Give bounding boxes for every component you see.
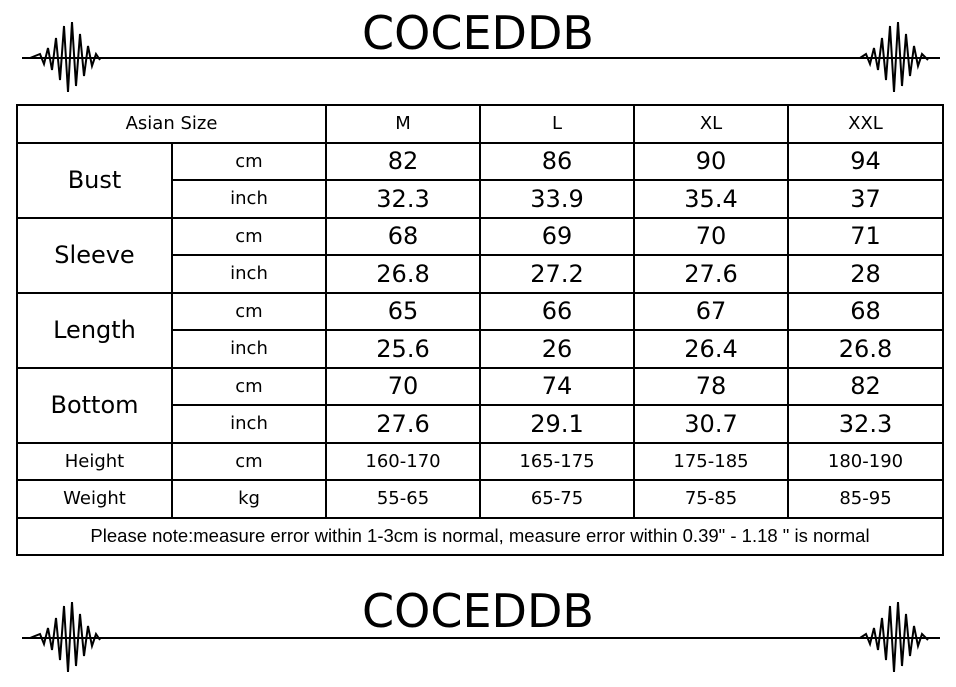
value: 30.7 xyxy=(633,404,789,444)
unit: cm xyxy=(171,141,327,181)
wave xyxy=(29,601,101,673)
value: 25.6 xyxy=(325,329,481,369)
table-row: Sleeve cm 68 69 70 71 xyxy=(16,216,944,294)
unit: inch xyxy=(171,179,327,219)
unit: inch xyxy=(171,329,327,369)
value: 86 xyxy=(479,141,635,181)
column-header: XXL xyxy=(787,104,944,144)
unit: cm xyxy=(171,216,327,256)
value: 90 xyxy=(633,141,789,181)
value: 26 xyxy=(479,329,635,369)
value: 27.6 xyxy=(325,404,481,444)
value: 74 xyxy=(479,366,635,406)
table-row: Height cm 160-170 165-175 175-185 180-190 xyxy=(16,441,944,481)
unit: cm xyxy=(171,441,327,481)
table-row: Please note:measure error within 1-3cm i… xyxy=(16,516,944,556)
table-row: Bottom cm 70 74 78 82 xyxy=(16,366,944,444)
wave xyxy=(29,21,101,93)
value: 70 xyxy=(633,216,789,256)
decoration xyxy=(22,21,940,93)
table-row: Weight kg 55-65 65-75 75-85 85-95 xyxy=(16,479,944,519)
measure-label: Bottom xyxy=(16,366,173,444)
value: 70 xyxy=(325,366,481,406)
value: 85-95 xyxy=(787,479,944,519)
value: 94 xyxy=(787,141,944,181)
value: 26.8 xyxy=(325,254,481,294)
value: 28 xyxy=(787,254,944,294)
table-row: Length cm 65 66 67 68 xyxy=(16,291,944,369)
value: 71 xyxy=(787,216,944,256)
column-header: M xyxy=(325,104,481,144)
value: 68 xyxy=(325,216,481,256)
wave xyxy=(859,21,929,93)
value: 66 xyxy=(479,291,635,331)
value: 65 xyxy=(325,291,481,331)
footer-title: COCEDDB xyxy=(362,584,594,638)
value: 67 xyxy=(633,291,789,331)
unit: inch xyxy=(171,254,327,294)
value: 27.2 xyxy=(479,254,635,294)
column-header: L xyxy=(479,104,635,144)
wave xyxy=(859,601,929,673)
value: 180-190 xyxy=(787,441,944,481)
unit: cm xyxy=(171,366,327,406)
note: Please note:measure error within 1-3cm i… xyxy=(16,516,944,556)
table-body: Asian Size M L XL XXL Bust cm 82 86 90 94 inch 32.3 3… xyxy=(16,104,944,556)
measure-label: Length xyxy=(16,291,173,369)
value: 32.3 xyxy=(787,404,944,444)
value: 55-65 xyxy=(325,479,481,519)
size-table: Asian Size M L XL XXL Bust cm 82 86 90 94 inch 32.3 3… xyxy=(16,104,944,556)
value: 160-170 xyxy=(325,441,481,481)
table-row: inch 27.6 29.1 30.7 32.3 xyxy=(17,404,944,444)
value: 26.4 xyxy=(633,329,789,369)
column-header: Asian Size xyxy=(16,104,327,144)
value: 78 xyxy=(633,366,789,406)
column-header: XL xyxy=(633,104,789,144)
header-title: COCEDDB xyxy=(362,6,594,60)
value: 37 xyxy=(787,179,944,219)
value: 27.6 xyxy=(633,254,789,294)
value: 68 xyxy=(787,291,944,331)
value: 82 xyxy=(787,366,944,406)
value: 75-85 xyxy=(633,479,789,519)
table-row: Asian Size M L XL XXL xyxy=(16,104,944,144)
value: 33.9 xyxy=(479,179,635,219)
table-row: inch 32.3 33.9 35.4 37 xyxy=(17,179,944,219)
value: 165-175 xyxy=(479,441,635,481)
measure-label: Sleeve xyxy=(16,216,173,294)
value: 29.1 xyxy=(479,404,635,444)
measure-label: Bust xyxy=(16,141,173,219)
value: 26.8 xyxy=(787,329,944,369)
unit: cm xyxy=(171,291,327,331)
decoration xyxy=(22,601,940,673)
measure-label: Height xyxy=(16,441,173,481)
value: 65-75 xyxy=(479,479,635,519)
table-row: inch 25.6 26 26.4 26.8 xyxy=(17,329,944,369)
value: 69 xyxy=(479,216,635,256)
table-row: Bust cm 82 86 90 94 xyxy=(16,141,944,219)
table-row: inch 26.8 27.2 27.6 28 xyxy=(17,254,944,294)
value: 32.3 xyxy=(325,179,481,219)
value: 175-185 xyxy=(633,441,789,481)
value: 82 xyxy=(325,141,481,181)
measure-label: Weight xyxy=(16,479,173,519)
unit: kg xyxy=(171,479,327,519)
unit: inch xyxy=(171,404,327,444)
value: 35.4 xyxy=(633,179,789,219)
